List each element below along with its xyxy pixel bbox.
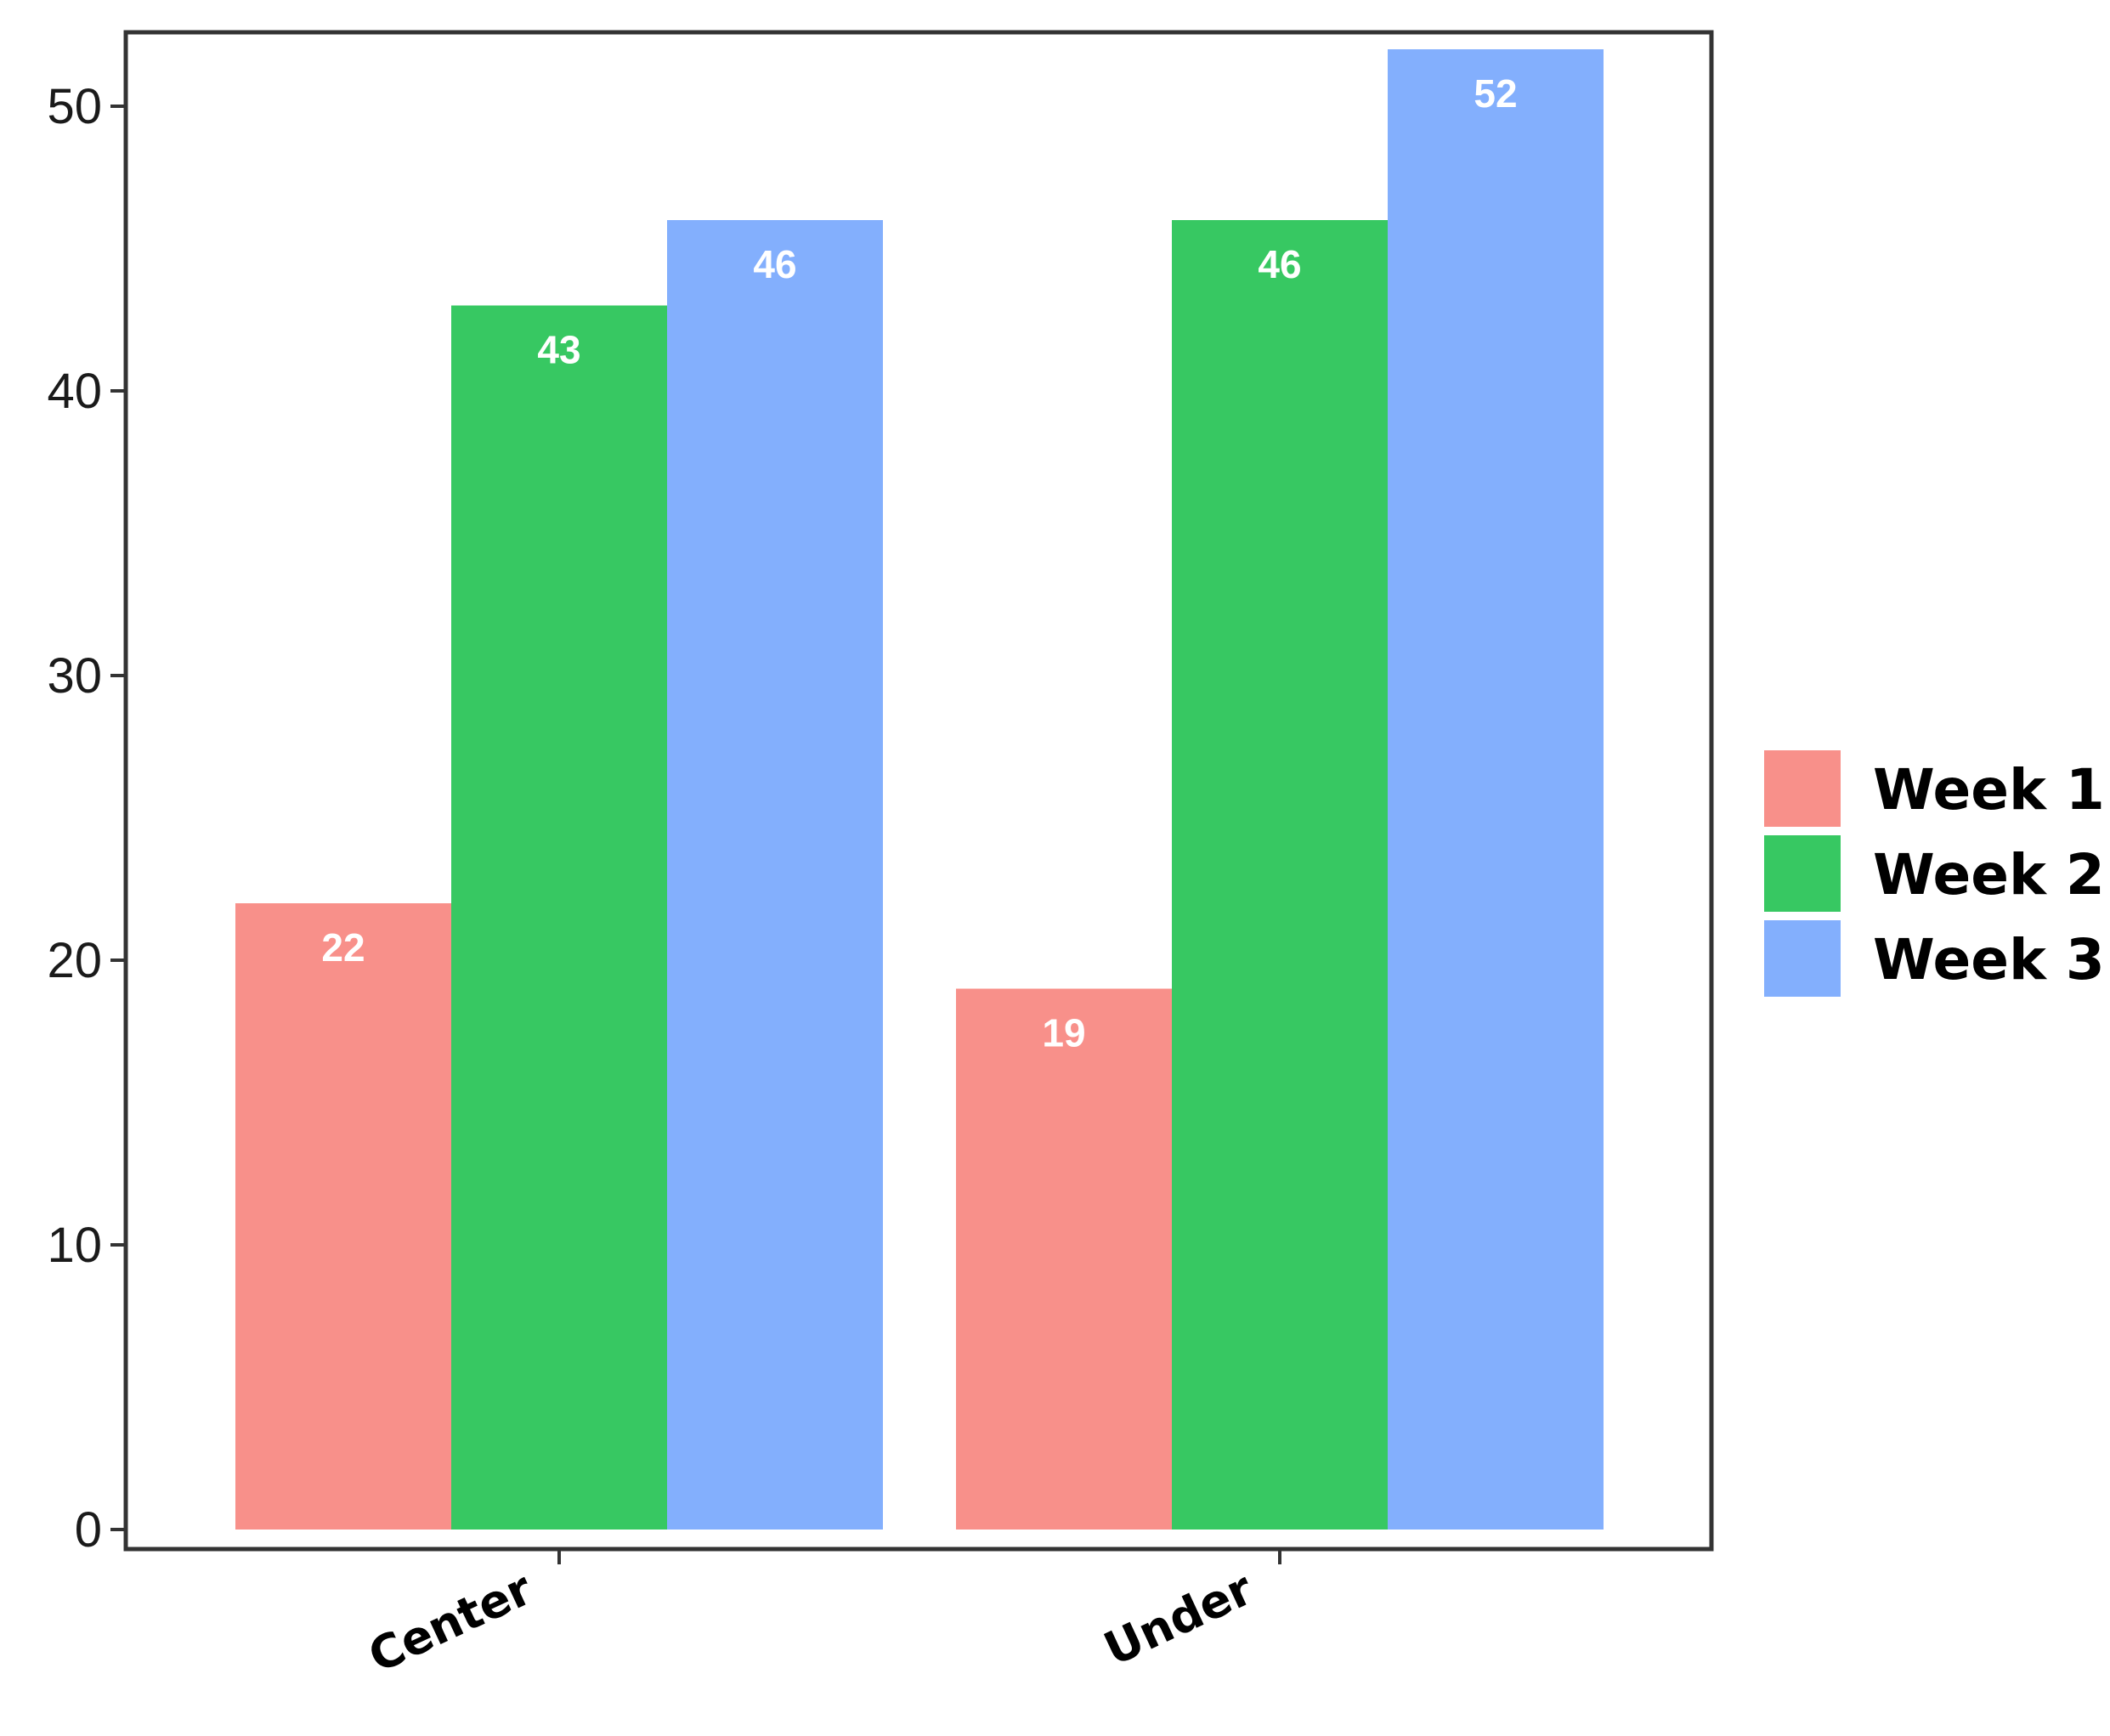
legend-key-week-3 bbox=[1764, 920, 1841, 997]
legend-key-week-2 bbox=[1764, 835, 1841, 912]
bar-under-week-3 bbox=[1388, 49, 1604, 1530]
x-tick-label-center: Center bbox=[360, 1562, 540, 1683]
y-tick-label: 50 bbox=[47, 79, 102, 134]
bars-group: 22 43 46 19 46 52 bbox=[235, 49, 1604, 1530]
y-tick-label: 40 bbox=[47, 364, 102, 419]
data-label: 46 bbox=[753, 242, 796, 286]
bar-center-week-2 bbox=[451, 305, 667, 1530]
y-axis: 0 10 20 30 40 50 bbox=[47, 79, 126, 1558]
bar-under-week-1 bbox=[956, 988, 1172, 1530]
legend-label: Week 2 bbox=[1873, 842, 2105, 908]
x-tick-label-under: Under bbox=[1096, 1562, 1261, 1677]
data-label: 43 bbox=[537, 328, 580, 372]
legend-label: Week 3 bbox=[1873, 927, 2105, 992]
y-tick-label: 10 bbox=[47, 1218, 102, 1273]
data-label: 52 bbox=[1474, 71, 1517, 116]
legend-label: Week 1 bbox=[1873, 757, 2105, 823]
x-axis: Center Under bbox=[360, 1549, 1281, 1683]
bar-center-week-1 bbox=[235, 903, 451, 1530]
bar-under-week-2 bbox=[1172, 220, 1388, 1530]
bar-center-week-3 bbox=[667, 220, 883, 1530]
legend-key-week-1 bbox=[1764, 750, 1841, 827]
data-label: 46 bbox=[1258, 242, 1301, 286]
y-tick-label: 20 bbox=[47, 933, 102, 988]
y-tick-label: 30 bbox=[47, 648, 102, 704]
legend: Week 1 Week 2 Week 3 bbox=[1764, 750, 2105, 997]
y-tick-label: 0 bbox=[75, 1502, 102, 1558]
data-label: 22 bbox=[321, 925, 365, 970]
data-label: 19 bbox=[1042, 1011, 1085, 1055]
